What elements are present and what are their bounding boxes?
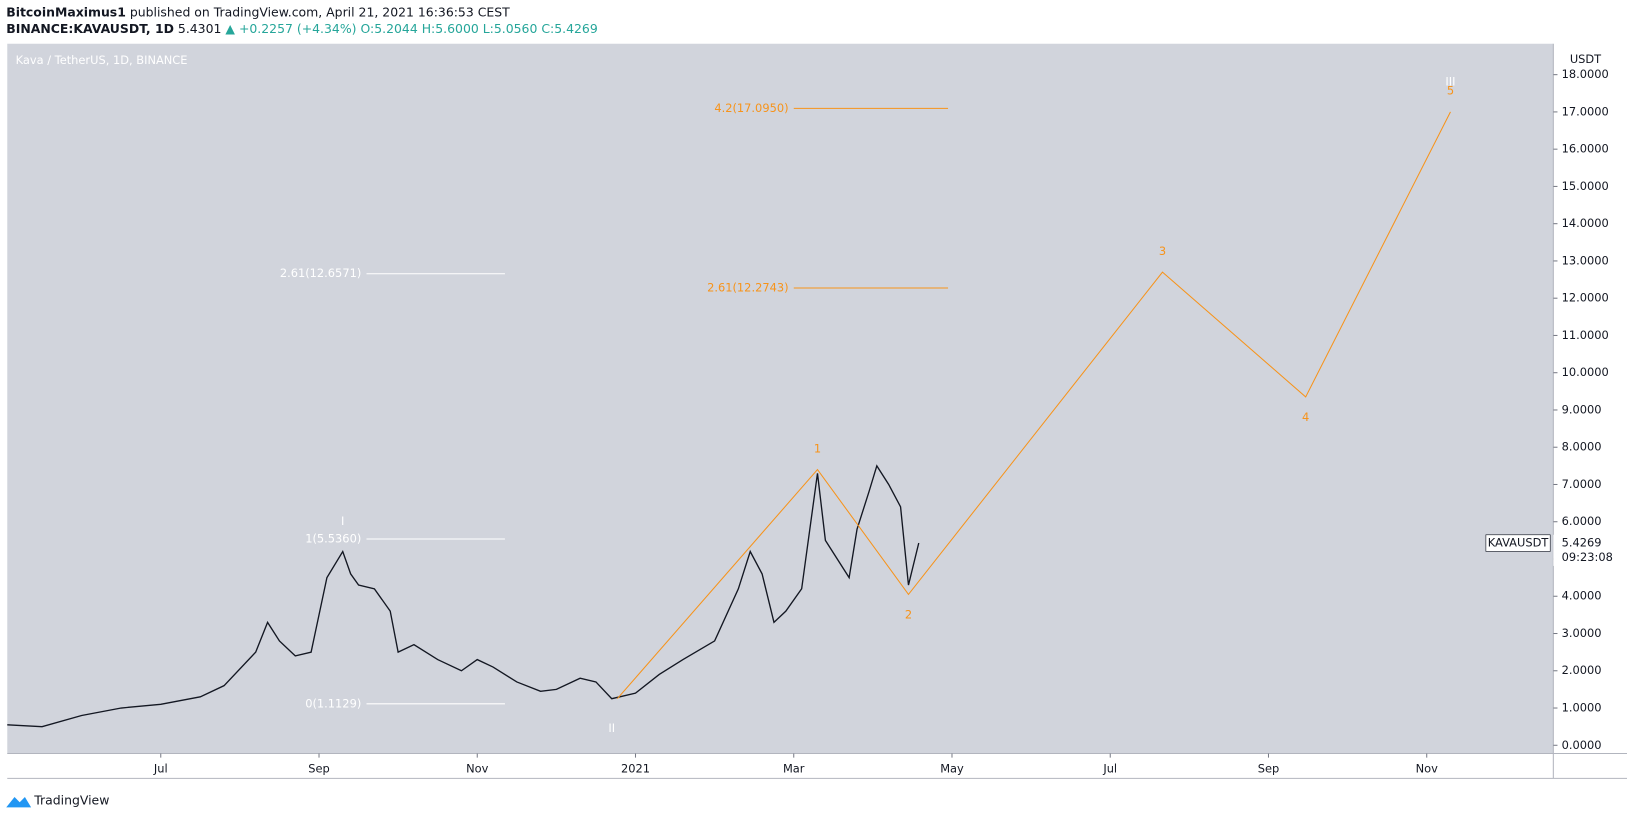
last-price-box bbox=[1553, 534, 1627, 566]
y-tick-label: 3.0000 bbox=[1562, 626, 1602, 640]
fib-label: 2.61(12.6571) bbox=[280, 266, 361, 280]
y-tick-label: 4.0000 bbox=[1562, 589, 1602, 603]
x-tick-label: Nov bbox=[466, 762, 489, 776]
brand: TradingView bbox=[33, 793, 109, 808]
y-tick-label: 16.0000 bbox=[1562, 142, 1609, 156]
fib-label: 0(1.1129) bbox=[305, 696, 361, 710]
x-tick-label: Nov bbox=[1416, 762, 1439, 776]
y-tick-label: 15.0000 bbox=[1562, 179, 1609, 193]
logo bbox=[6, 797, 32, 808]
y-tick-label: 6.0000 bbox=[1562, 514, 1602, 528]
last-price-label: 5.4269 bbox=[1562, 536, 1602, 550]
x-tick-label: Jul bbox=[153, 762, 168, 776]
author: BitcoinMaximus1 bbox=[6, 4, 126, 19]
y-tick-label: 1.0000 bbox=[1562, 701, 1602, 715]
y-tick-label: 12.0000 bbox=[1562, 291, 1609, 305]
fib-label: 4.2(17.0950) bbox=[714, 101, 788, 115]
x-tick-label: Mar bbox=[783, 762, 805, 776]
plot-area bbox=[7, 43, 1554, 754]
chart-title: Kava / TetherUS, 1D, BINANCE bbox=[16, 53, 188, 67]
y-tick-label: 7.0000 bbox=[1562, 477, 1602, 491]
y-tick-label: 13.0000 bbox=[1562, 253, 1609, 267]
low: L:5.0560 bbox=[483, 21, 538, 36]
wave-label: 3 bbox=[1159, 244, 1166, 258]
ohlc-line: BINANCE:KAVAUSDT, 1D 5.4301 ▲ +0.2257 (+… bbox=[6, 21, 598, 36]
up-arrow: ▲ bbox=[225, 21, 235, 36]
major-wave-label: III bbox=[1445, 75, 1455, 89]
y-tick-label: 18.0000 bbox=[1562, 67, 1609, 81]
wave-label: 5 bbox=[1447, 84, 1454, 98]
close: C:5.4269 bbox=[541, 21, 597, 36]
change: +0.2257 (+4.34%) bbox=[239, 21, 357, 36]
wave-label: 1 bbox=[814, 441, 821, 455]
last-price-symbol: KAVAUSDT bbox=[1488, 536, 1549, 550]
major-wave-label: I bbox=[341, 514, 344, 528]
y-tick-label: 9.0000 bbox=[1562, 402, 1602, 416]
x-tick-label: Sep bbox=[308, 762, 329, 776]
y-tick-label: 8.0000 bbox=[1562, 440, 1602, 454]
x-tick-label: 2021 bbox=[621, 762, 650, 776]
published: published on TradingView.com, April 21, … bbox=[130, 4, 510, 19]
open: O:5.2044 bbox=[360, 21, 417, 36]
y-tick-label: 17.0000 bbox=[1562, 104, 1609, 118]
symbol: BINANCE:KAVAUSDT, 1D bbox=[6, 21, 174, 36]
x-tick-label: Jul bbox=[1102, 762, 1117, 776]
y-axis-label: USDT bbox=[1570, 52, 1601, 66]
last-price-symbol-box bbox=[1485, 534, 1551, 552]
major-wave-label: II bbox=[608, 721, 615, 735]
header-line: BitcoinMaximus1 published on TradingView… bbox=[6, 4, 510, 19]
last: 5.4301 bbox=[178, 21, 222, 36]
y-tick-label: 11.0000 bbox=[1562, 328, 1609, 342]
fib-label: 2.61(12.2743) bbox=[707, 280, 788, 294]
x-tick-label: May bbox=[940, 762, 964, 776]
wave-label: 4 bbox=[1302, 410, 1309, 424]
y-tick-label: 0.0000 bbox=[1562, 738, 1602, 752]
fib-label: 1(5.5360) bbox=[305, 532, 361, 546]
high: H:5.6000 bbox=[422, 21, 479, 36]
y-tick-label: 14.0000 bbox=[1562, 216, 1609, 230]
x-tick-label: Sep bbox=[1258, 762, 1280, 776]
price-line bbox=[7, 464, 920, 728]
y-tick-label: 2.0000 bbox=[1562, 663, 1602, 677]
countdown: 09:23:08 bbox=[1562, 550, 1613, 564]
y-tick-label: 10.0000 bbox=[1562, 365, 1609, 379]
wave-label: 2 bbox=[905, 608, 912, 622]
footer: TradingView bbox=[6, 793, 109, 808]
wave-line bbox=[616, 111, 1451, 700]
